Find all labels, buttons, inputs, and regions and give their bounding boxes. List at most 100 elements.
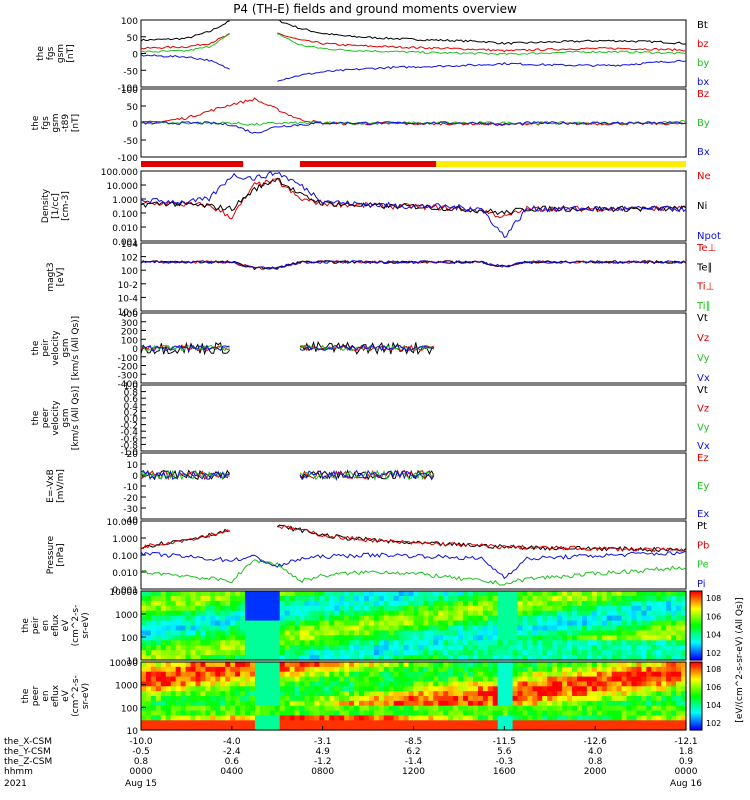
- spectrogram-cell: [443, 686, 449, 692]
- spectrogram-cell: [413, 640, 420, 646]
- spectrogram-cell: [477, 715, 484, 721]
- spectrogram-cell: [601, 630, 608, 636]
- spectrogram-cell: [378, 640, 385, 646]
- spectrogram-cell: [155, 691, 162, 697]
- spectrogram-cell: [413, 625, 420, 632]
- spectrogram-cell: [180, 615, 187, 622]
- spectrogram-cell: [235, 686, 241, 692]
- spectrogram-cell: [463, 696, 469, 702]
- spectrogram-cell: [349, 600, 355, 607]
- series-Pi: [140, 550, 687, 580]
- spectrogram-cell: [567, 720, 573, 726]
- spectrogram-cell: [264, 591, 271, 597]
- spectrogram-cell: [646, 676, 652, 683]
- series-line: [140, 344, 435, 352]
- spectrogram-cell: [433, 691, 439, 697]
- spectrogram-cell: [611, 666, 618, 673]
- spectrogram-cell: [329, 650, 335, 656]
- spectrogram-cell: [175, 605, 182, 612]
- spectrogram-cell: [517, 681, 524, 687]
- spectrogram-cell: [378, 620, 385, 627]
- spectrogram-cell: [646, 645, 652, 651]
- spectrogram-cell: [354, 686, 360, 692]
- spectrogram-cell: [274, 720, 281, 726]
- spectrogram-cell: [240, 681, 246, 687]
- spectrogram-cell: [155, 705, 162, 712]
- spectrogram-cell: [225, 610, 231, 617]
- spectrogram-cell: [334, 676, 340, 683]
- spectrogram-cell: [646, 600, 652, 607]
- spectrogram-cell: [621, 620, 628, 627]
- spectrogram-cell: [145, 720, 152, 726]
- spectrogram-cell: [235, 655, 241, 661]
- spectrogram-cell: [522, 610, 529, 617]
- spectrogram-cell: [141, 686, 147, 692]
- spectrogram-cell: [636, 710, 643, 717]
- spectrogram-cell: [334, 725, 340, 731]
- spectrogram-cell: [368, 686, 375, 692]
- spectrogram-cell: [141, 615, 147, 622]
- colorbar-cell: [690, 606, 702, 609]
- spectrogram-cell: [403, 671, 410, 678]
- spectrogram-cell: [636, 720, 643, 726]
- spectrogram-cell: [522, 630, 529, 636]
- y-tick-label: -30: [123, 505, 138, 515]
- spectrogram-cell: [487, 696, 494, 702]
- spectrogram-cell: [423, 705, 429, 712]
- spectrogram-cell: [393, 591, 400, 597]
- colorbar-cell: [690, 656, 702, 659]
- spectrogram-cell: [651, 615, 657, 622]
- spectrogram-cell: [671, 710, 677, 717]
- colorbar-cell: [690, 653, 702, 656]
- spectrogram-cell: [393, 635, 400, 641]
- spectrogram-cell: [418, 620, 425, 627]
- spectrogram-cell: [681, 681, 687, 687]
- spectrogram-cell: [433, 720, 439, 726]
- spectrogram-cell: [482, 610, 489, 617]
- spectrogram-cell: [458, 691, 464, 697]
- spectrogram-cell: [319, 676, 325, 683]
- colorbar-cell: [690, 654, 702, 658]
- spectrogram-cell: [215, 640, 221, 646]
- spectrogram-cell: [294, 640, 301, 646]
- spectrogram-cell: [349, 615, 355, 622]
- spectrogram-cell: [250, 681, 256, 687]
- spectrogram-cell: [616, 710, 623, 717]
- spectrogram-cell: [527, 720, 534, 726]
- spectrogram-cell: [497, 681, 504, 687]
- spectrogram-cell: [527, 681, 534, 687]
- spectrogram-cell: [398, 591, 405, 597]
- spectrogram-cell: [408, 686, 415, 692]
- spectrogram-cell: [314, 635, 320, 641]
- spectrogram-cell: [512, 605, 519, 612]
- spectrogram-cell: [567, 686, 573, 692]
- spectrogram-cell: [279, 595, 286, 602]
- spectrogram-cell: [363, 710, 370, 717]
- spectrogram-cell: [572, 650, 578, 656]
- spectrogram-cell: [160, 605, 167, 612]
- spectrogram-cell: [240, 635, 246, 641]
- spectrogram-cell: [477, 615, 484, 622]
- spectrogram-cell: [458, 705, 464, 712]
- spectrogram-cell: [398, 595, 405, 602]
- y-axis-label: [1/cc]: [51, 193, 61, 219]
- spectrogram-cell: [368, 671, 375, 678]
- legend-entry: Ne: [697, 171, 711, 182]
- spectrogram-cell: [492, 686, 499, 692]
- spectrogram-cell: [497, 630, 504, 636]
- spectrogram-cell: [230, 691, 236, 697]
- spectrogram-cell: [487, 662, 494, 668]
- spectrogram-cell: [676, 635, 682, 641]
- spectrogram-cell: [378, 715, 385, 721]
- spectrogram-cell: [601, 650, 608, 656]
- spectrogram-cell: [651, 625, 657, 632]
- spectrogram-cell: [349, 595, 355, 602]
- colorbar-cell: [690, 630, 702, 633]
- spectrogram-cell: [284, 591, 291, 597]
- spectrogram-cell: [349, 691, 355, 697]
- spectrogram-cell: [621, 600, 628, 607]
- spectrogram-cell: [200, 705, 207, 712]
- spectrogram-cell: [175, 610, 182, 617]
- spectrogram-cell: [482, 625, 489, 632]
